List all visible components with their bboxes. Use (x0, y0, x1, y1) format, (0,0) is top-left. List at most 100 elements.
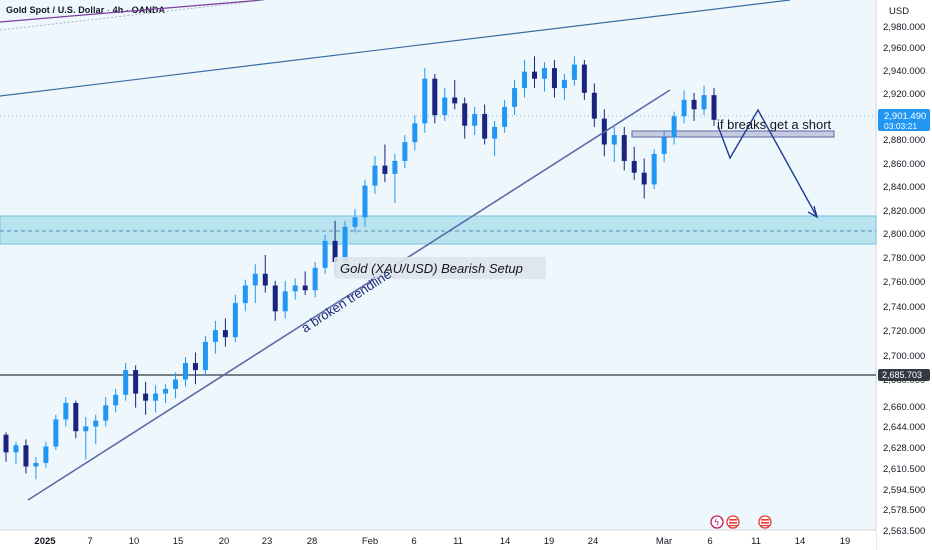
candle[interactable] (33, 457, 39, 480)
candle[interactable] (63, 397, 69, 427)
candle[interactable] (272, 280, 278, 321)
time-axis[interactable] (0, 530, 876, 550)
setup-label[interactable]: Gold (XAU/USD) Bearish Setup (340, 261, 523, 276)
candle[interactable] (292, 278, 298, 300)
candle[interactable] (173, 372, 179, 399)
candle[interactable] (462, 97, 468, 139)
candle[interactable] (23, 439, 29, 474)
candle[interactable] (352, 209, 358, 233)
projected-path[interactable] (717, 108, 818, 218)
breakout-zone[interactable] (631, 130, 835, 138)
candle[interactable] (502, 99, 508, 133)
candle[interactable] (202, 336, 208, 376)
candle[interactable] (482, 104, 488, 145)
candle-body (163, 388, 169, 394)
candle-body (442, 97, 448, 116)
candle[interactable] (372, 156, 378, 194)
candle[interactable] (43, 441, 49, 468)
us-flag-event-icon[interactable] (758, 515, 772, 529)
candle[interactable] (93, 414, 99, 445)
candle-body (591, 92, 597, 119)
candle[interactable] (701, 85, 707, 116)
candle[interactable] (382, 144, 388, 183)
price-tick-label: 2,980.000 (883, 22, 925, 33)
us-flag-event-icon[interactable] (726, 515, 740, 529)
candle[interactable] (212, 320, 218, 354)
candle[interactable] (532, 56, 538, 89)
candle[interactable] (53, 414, 59, 450)
candle[interactable] (442, 88, 448, 121)
candle-body (651, 153, 657, 185)
candle[interactable] (153, 385, 159, 413)
candle[interactable] (73, 400, 79, 439)
candle[interactable] (691, 92, 697, 121)
candle[interactable] (133, 365, 139, 408)
date-tick-label: 19 (544, 536, 555, 547)
candle[interactable] (492, 121, 498, 157)
candle[interactable] (232, 294, 238, 342)
candle[interactable] (242, 279, 248, 312)
upper-channel-line[interactable] (0, 0, 791, 97)
candle[interactable] (611, 126, 617, 163)
candle[interactable] (641, 158, 647, 199)
candle[interactable] (581, 59, 587, 100)
candle-body (53, 419, 59, 447)
candle[interactable] (222, 318, 228, 347)
candle[interactable] (422, 68, 428, 133)
candle[interactable] (671, 111, 677, 145)
candle[interactable] (432, 74, 438, 124)
broken-trendline[interactable] (27, 89, 671, 501)
candle[interactable] (163, 384, 169, 403)
candle[interactable] (3, 432, 9, 462)
candle[interactable] (402, 135, 408, 168)
price-tick-label: 2,840.000 (883, 182, 925, 193)
candle[interactable] (711, 88, 717, 126)
candle[interactable] (412, 115, 418, 151)
candle-body (93, 420, 99, 427)
candle[interactable] (591, 83, 597, 127)
level-price-badge[interactable] (878, 369, 930, 381)
lightning-event-icon[interactable]: ϟ (710, 515, 724, 529)
candle[interactable] (631, 146, 637, 180)
interval-label[interactable]: 4h (112, 5, 124, 15)
candle[interactable] (302, 271, 308, 295)
candle[interactable] (621, 126, 627, 171)
candle[interactable] (561, 74, 567, 100)
candle[interactable] (571, 56, 577, 86)
candle[interactable] (512, 79, 518, 116)
candle[interactable] (143, 381, 149, 415)
candle[interactable] (661, 130, 667, 163)
candle[interactable] (362, 179, 368, 227)
candle[interactable] (472, 106, 478, 136)
candle[interactable] (113, 388, 119, 413)
candle[interactable] (551, 59, 557, 98)
candle[interactable] (452, 79, 458, 110)
candle[interactable] (83, 417, 89, 460)
price-axis[interactable] (876, 0, 932, 550)
candle[interactable] (252, 264, 258, 304)
date-tick-label: 2025 (34, 536, 56, 547)
candle[interactable] (322, 234, 328, 274)
support-zone[interactable] (0, 215, 877, 245)
candle[interactable] (651, 149, 657, 190)
candle[interactable] (192, 352, 198, 385)
candle[interactable] (123, 363, 129, 401)
current-price-badge[interactable] (878, 109, 930, 131)
candle[interactable] (522, 59, 528, 98)
candle-body (492, 126, 498, 139)
candle[interactable] (541, 62, 547, 92)
dotted-trend-line[interactable] (0, 0, 267, 31)
breakout-note[interactable]: if breaks get a short (717, 117, 832, 132)
candle-body (252, 273, 258, 286)
candle[interactable] (282, 280, 288, 319)
candle[interactable] (681, 90, 687, 124)
candle[interactable] (13, 441, 19, 465)
candle[interactable] (312, 262, 318, 298)
candle[interactable] (392, 153, 398, 204)
candle[interactable] (182, 357, 188, 387)
candle[interactable] (262, 254, 268, 293)
purple-trend-line[interactable] (0, 0, 263, 23)
candle[interactable] (103, 397, 109, 427)
